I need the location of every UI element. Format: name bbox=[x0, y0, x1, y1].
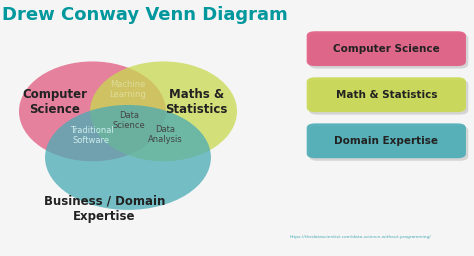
FancyBboxPatch shape bbox=[307, 31, 466, 66]
Ellipse shape bbox=[45, 105, 211, 210]
FancyBboxPatch shape bbox=[309, 34, 468, 69]
Text: Traditional
Software: Traditional Software bbox=[70, 126, 113, 145]
Text: Data
Science: Data Science bbox=[112, 111, 146, 130]
FancyBboxPatch shape bbox=[309, 80, 468, 115]
Text: Computer
Science: Computer Science bbox=[22, 88, 87, 116]
Text: Domain Expertise: Domain Expertise bbox=[334, 136, 438, 146]
Text: Maths &
Statistics: Maths & Statistics bbox=[165, 88, 228, 116]
FancyBboxPatch shape bbox=[309, 126, 468, 161]
Ellipse shape bbox=[19, 61, 166, 161]
FancyBboxPatch shape bbox=[307, 77, 466, 112]
Text: Computer Science: Computer Science bbox=[333, 44, 440, 54]
Text: Drew Conway Venn Diagram: Drew Conway Venn Diagram bbox=[2, 6, 288, 24]
Text: Business / Domain
Expertise: Business / Domain Expertise bbox=[44, 195, 165, 223]
Text: https://thedatascientist.com/data-science-without-programming/: https://thedatascientist.com/data-scienc… bbox=[289, 235, 431, 239]
Text: Data
Analysis: Data Analysis bbox=[147, 125, 182, 144]
FancyBboxPatch shape bbox=[307, 123, 466, 158]
Ellipse shape bbox=[90, 61, 237, 161]
Text: Machine
Learning: Machine Learning bbox=[109, 80, 146, 99]
Text: Math & Statistics: Math & Statistics bbox=[336, 90, 437, 100]
